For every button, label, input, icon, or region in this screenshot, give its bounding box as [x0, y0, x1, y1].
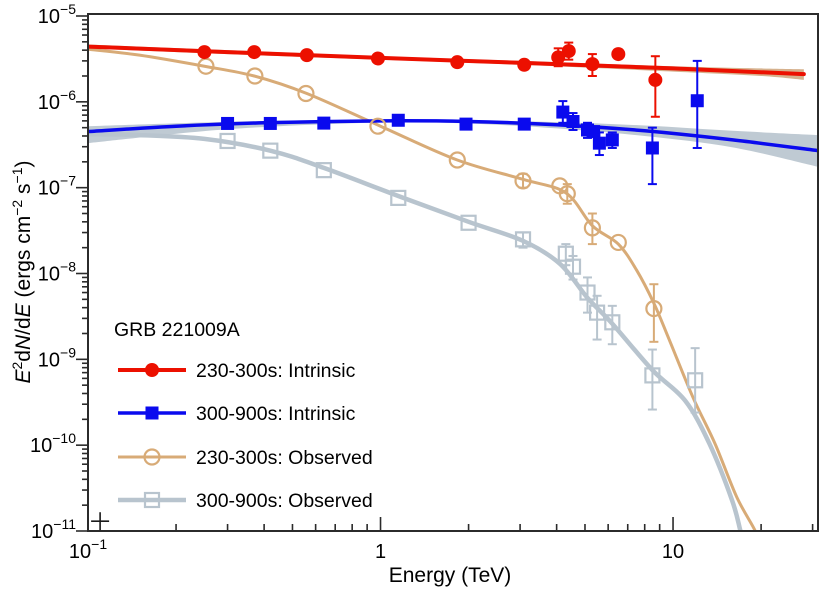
data-point-marker [687, 372, 704, 389]
data-point-marker [448, 151, 466, 169]
legend-marker [143, 491, 161, 509]
points-series-2 [197, 57, 663, 343]
data-point-marker [460, 214, 477, 231]
data-point-marker [587, 125, 601, 139]
data-point-marker [459, 117, 473, 131]
series-layer [87, 41, 819, 532]
y-tick-label: 10−8 [38, 259, 76, 286]
data-point-marker [247, 45, 262, 60]
data-point-marker [299, 48, 314, 63]
data-point-marker [558, 185, 576, 203]
data-point-marker [644, 367, 661, 384]
y-axis-title: E2dN/dE (ergs cm−2 s−1) [9, 161, 35, 384]
x-tick-label: 1 [375, 541, 386, 563]
data-point-marker [611, 47, 626, 62]
y-tick-label: 10−5 [38, 1, 76, 28]
data-point-marker [262, 142, 279, 159]
legend-marker [145, 406, 159, 420]
data-point-marker [391, 113, 405, 127]
data-point-marker [605, 133, 619, 147]
data-point-marker [585, 57, 600, 72]
data-point-marker [197, 45, 212, 60]
legend-label: 230-300s: Observed [196, 447, 373, 469]
legend-marker [143, 448, 161, 466]
legend-item-3: 300-900s: Observed [118, 490, 373, 512]
data-point-marker [551, 50, 566, 65]
curve-series-2 [87, 47, 758, 532]
data-point-marker [648, 72, 663, 87]
data-point-marker [609, 233, 627, 252]
y-tick-label: 10−10 [30, 430, 76, 457]
y-tick-label: 10−7 [38, 173, 76, 200]
legend-header: GRB 221009A [114, 319, 240, 341]
data-point-marker [263, 116, 277, 130]
points-series-3 [219, 132, 704, 414]
legend: GRB 221009A 230-300s: Intrinsic 300-900s: … [114, 319, 373, 512]
data-point-marker [317, 116, 331, 130]
data-point-marker [514, 231, 532, 248]
data-point-marker [690, 94, 704, 108]
data-point-marker [450, 55, 465, 70]
y-tick-label: 10−11 [31, 516, 76, 543]
axis-ticks [76, 15, 814, 532]
x-tick-label: 10 [662, 541, 684, 563]
data-point-marker [645, 300, 663, 318]
legend-item-2: 230-300s: Observed [118, 447, 373, 469]
legend-label: 300-900s: Observed [196, 490, 373, 512]
points-series-1 [221, 59, 704, 186]
legend-label: 300-900s: Intrinsic [196, 403, 356, 425]
data-point-marker [514, 172, 532, 190]
data-point-marker [645, 141, 659, 155]
y-tick-label: 10−9 [38, 344, 76, 371]
data-point-marker [369, 117, 387, 135]
data-point-marker [588, 304, 606, 321]
curve-series-0 [87, 44, 806, 77]
data-point-marker [315, 162, 332, 179]
data-point-marker [564, 258, 582, 275]
data-point-marker [517, 117, 531, 131]
plot-frame [87, 13, 819, 532]
legend-label: 230-300s: Intrinsic [196, 360, 356, 382]
legend-item-1: 300-900s: Intrinsic [118, 403, 356, 425]
data-point-marker [219, 132, 236, 150]
data-point-marker [390, 189, 407, 206]
x-tick-label: 10−1 [69, 536, 107, 563]
data-point-marker [566, 115, 580, 129]
data-point-marker [561, 44, 576, 59]
data-point-marker [221, 116, 235, 130]
data-point-marker [297, 84, 315, 103]
data-point-marker [592, 136, 606, 150]
y-tick-label: 10−6 [38, 87, 76, 114]
points-series-0 [197, 41, 663, 118]
data-point-marker [583, 219, 601, 237]
legend-item-0: 230-300s: Intrinsic [118, 360, 356, 382]
data-point-marker [246, 67, 264, 85]
data-point-marker [579, 284, 596, 301]
data-point-marker [604, 314, 621, 331]
curve-series-3 [87, 131, 744, 532]
legend-marker [145, 363, 159, 377]
data-point-marker [556, 105, 570, 119]
origin-cross-marker [91, 512, 110, 531]
x-axis-title: Energy (TeV) [389, 564, 512, 587]
data-point-marker [370, 51, 385, 66]
data-point-marker [517, 57, 532, 72]
